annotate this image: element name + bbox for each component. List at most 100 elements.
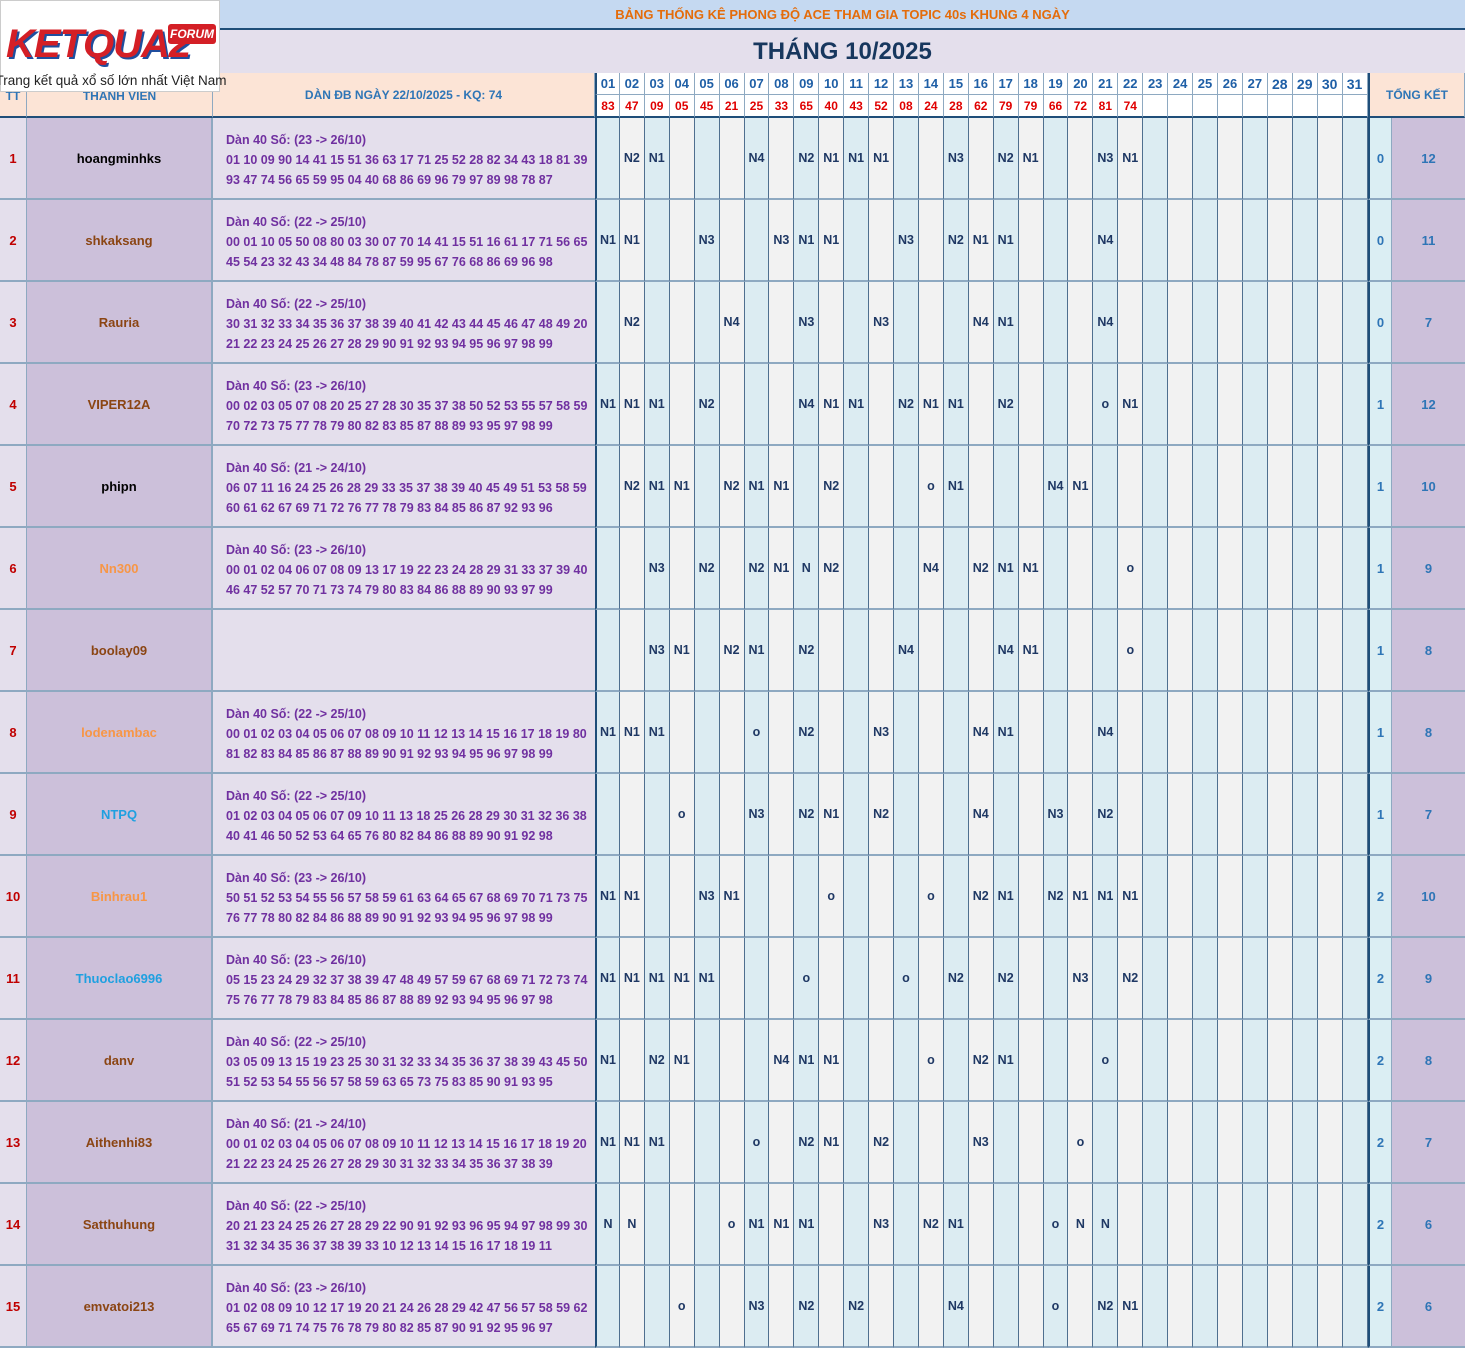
day-cell — [1218, 446, 1243, 528]
day-cell — [1193, 774, 1218, 856]
day-header: 16 — [968, 73, 994, 95]
day-cell — [1143, 1266, 1169, 1348]
day-cell: N1 — [993, 282, 1019, 364]
day-cell — [1267, 118, 1293, 200]
row-number: 8 — [0, 692, 27, 774]
total-a: 1 — [1368, 446, 1392, 528]
day-cell: N4 — [968, 774, 994, 856]
day-cell — [669, 692, 695, 774]
dan-line: 31 32 34 35 36 37 38 39 33 10 12 13 14 1… — [226, 1239, 552, 1253]
day-cell — [1342, 1266, 1368, 1348]
day-cell — [968, 1184, 994, 1266]
day-cell — [1018, 1184, 1044, 1266]
day-cell — [1242, 938, 1268, 1020]
day-header: 06 — [719, 73, 745, 95]
day-cell — [869, 856, 895, 938]
total-b: 7 — [1392, 282, 1465, 364]
member-name: shkaksang — [27, 200, 213, 282]
day-cell — [1218, 1184, 1243, 1266]
member-name: Thuoclao6996 — [27, 938, 213, 1020]
day-cell — [1342, 282, 1368, 364]
total-b: 6 — [1392, 1184, 1465, 1266]
day-cell: N1 — [918, 364, 944, 446]
day-cell — [669, 1102, 695, 1184]
day-cell: N1 — [694, 938, 720, 1020]
day-cell — [794, 446, 820, 528]
day-cell — [869, 938, 895, 1020]
day-cell — [744, 1020, 770, 1102]
day-cell: N1 — [1118, 1266, 1144, 1348]
day-cell — [844, 1184, 870, 1266]
day-cell — [1168, 1266, 1194, 1348]
day-cell: N1 — [644, 364, 670, 446]
day-cell — [719, 938, 745, 1020]
day-cell — [1143, 938, 1169, 1020]
day-cell — [943, 282, 969, 364]
day-cell — [968, 1266, 994, 1348]
total-b: 8 — [1392, 1020, 1465, 1102]
day-cell: N2 — [968, 856, 994, 938]
logo-brand: KETQUA2 — [6, 21, 191, 66]
day-cell — [943, 692, 969, 774]
day-cell: N2 — [794, 610, 820, 692]
day-cell — [869, 528, 895, 610]
day-cell: N2 — [894, 364, 919, 446]
day-cell — [1292, 610, 1318, 692]
dan-line: Dàn 40 Số: (23 -> 26/10) — [226, 543, 366, 557]
day-cell: N3 — [1068, 938, 1094, 1020]
day-cell — [1267, 528, 1293, 610]
day-cell — [1043, 692, 1069, 774]
day-cell — [1193, 446, 1218, 528]
day-cell — [1218, 692, 1243, 774]
row-number: 5 — [0, 446, 27, 528]
day-cell: N2 — [1043, 856, 1069, 938]
day-cell: N1 — [869, 118, 895, 200]
day-cell: N1 — [943, 446, 969, 528]
day-cell: N1 — [993, 1020, 1019, 1102]
day-cell — [1342, 856, 1368, 938]
result-cell — [1168, 95, 1194, 118]
member-name: Aithenhi83 — [27, 1102, 213, 1184]
row-number: 13 — [0, 1102, 27, 1184]
day-cell — [1267, 282, 1293, 364]
day-cell: N1 — [595, 856, 620, 938]
day-cell — [1043, 200, 1069, 282]
day-cell — [669, 856, 695, 938]
member-name: phipn — [27, 446, 213, 528]
day-cell — [1317, 1102, 1343, 1184]
day-cell — [943, 528, 969, 610]
row-number: 6 — [0, 528, 27, 610]
day-cell: N1 — [619, 938, 645, 1020]
dan-cell — [213, 610, 595, 692]
day-cell: o — [894, 938, 919, 1020]
day-cell — [1143, 282, 1169, 364]
dan-line: Dàn 40 Số: (22 -> 25/10) — [226, 215, 366, 229]
day-cell — [1193, 364, 1218, 446]
day-cell — [869, 446, 895, 528]
total-a: 2 — [1368, 1102, 1392, 1184]
result-cell: 40 — [819, 95, 845, 118]
day-cell — [694, 692, 720, 774]
dan-line: Dàn 40 Số: (21 -> 24/10) — [226, 1117, 366, 1131]
day-cell: N1 — [819, 364, 845, 446]
day-cell — [844, 1020, 870, 1102]
result-cell: 33 — [769, 95, 795, 118]
result-cell: 43 — [844, 95, 870, 118]
day-cell: N3 — [968, 1102, 994, 1184]
day-cell — [1093, 446, 1119, 528]
day-cell — [918, 118, 944, 200]
day-cell — [869, 1020, 895, 1102]
day-cell — [669, 1184, 695, 1266]
day-cell: N4 — [993, 610, 1019, 692]
dan-line: Dàn 40 Số: (23 -> 26/10) — [226, 379, 366, 393]
day-cell — [1242, 528, 1268, 610]
day-header: 18 — [1018, 73, 1044, 95]
day-cell — [1018, 856, 1044, 938]
day-cell — [619, 610, 645, 692]
day-cell: N4 — [769, 1020, 795, 1102]
dan-line: 00 01 02 04 06 07 08 09 13 17 19 22 23 2… — [226, 563, 588, 577]
day-cell: N1 — [744, 1184, 770, 1266]
day-cell: N2 — [1118, 938, 1144, 1020]
day-cell — [1292, 692, 1318, 774]
